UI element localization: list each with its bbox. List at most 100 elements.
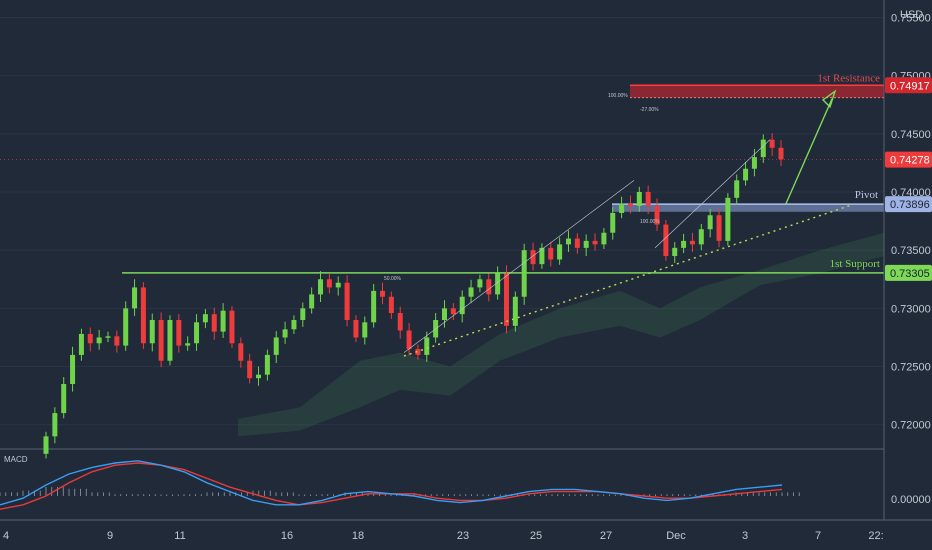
candle-body[interactable] [344,282,350,320]
candle-body[interactable] [185,343,191,346]
candlestick-series[interactable] [43,133,784,459]
candle-body[interactable] [521,250,527,297]
time-tick-label[interactable]: 9 [107,530,113,542]
candle-body[interactable] [681,240,687,248]
candle-body[interactable] [43,436,49,454]
candle-body[interactable] [441,308,447,320]
candle-body[interactable] [698,229,704,245]
candle-body[interactable] [424,337,430,355]
candle-body[interactable] [707,215,713,230]
candle-body[interactable] [663,224,669,256]
candle-body[interactable] [743,168,749,181]
candle-body[interactable] [645,192,651,206]
candle-body[interactable] [388,296,394,314]
candle-body[interactable] [672,247,678,256]
candle-body[interactable] [397,313,403,331]
time-tick-label[interactable]: 22: [868,530,883,542]
candle-body[interactable] [539,247,545,265]
candle-body[interactable] [132,287,138,309]
candle-body[interactable] [619,203,625,213]
candle-body[interactable] [503,273,509,326]
candle-body[interactable] [238,343,244,361]
candle-body[interactable] [689,240,695,245]
price-tick-label[interactable]: 0.75500 [891,12,931,24]
candle-body[interactable] [291,320,297,330]
candle-body[interactable] [123,308,129,346]
candle-body[interactable] [583,240,589,248]
time-axis-ticks[interactable]: 4 9 11 16 18 23 25 27 Dec 3 7 22: [3,530,884,542]
candle-body[interactable] [273,337,279,355]
candle-body[interactable] [96,337,102,344]
candle-body[interactable] [194,322,200,344]
candle-body[interactable] [406,330,412,350]
price-axis-ticks[interactable]: 0.755000.750000.745000.740000.735000.730… [891,12,931,431]
candle-body[interactable] [477,279,483,288]
candle-body[interactable] [486,279,492,295]
time-tick-label[interactable]: 7 [815,530,821,542]
candle-body[interactable] [70,354,76,384]
candle-body[interactable] [636,192,642,206]
candle-body[interactable] [78,333,84,355]
candle-body[interactable] [778,147,784,160]
candle-body[interactable] [140,287,146,344]
candle-body[interactable] [158,320,164,361]
price-tick-label[interactable]: 0.72500 [891,362,931,374]
candle-body[interactable] [105,336,111,338]
candle-body[interactable] [371,290,377,323]
candle-body[interactable] [61,384,67,414]
candle-body[interactable] [282,329,288,338]
candle-body[interactable] [468,287,474,297]
candle-body[interactable] [459,296,465,315]
time-tick-label[interactable]: 11 [174,530,185,542]
candle-body[interactable] [495,273,501,295]
candle-body[interactable] [734,180,740,198]
candle-body[interactable] [309,294,315,309]
time-tick-label[interactable]: 25 [530,530,542,542]
candle-body[interactable] [176,320,182,346]
candle-body[interactable] [574,238,580,248]
price-tick-label[interactable]: 0.74000 [891,187,931,199]
candle-body[interactable] [725,197,731,241]
price-tick-label[interactable]: 0.73000 [891,303,931,315]
candle-body[interactable] [769,139,775,148]
candle-body[interactable] [335,282,341,288]
candle-body[interactable] [557,244,563,260]
candle-body[interactable] [52,413,58,437]
candle-body[interactable] [114,336,120,346]
candle-body[interactable] [654,205,660,225]
candle-body[interactable] [415,349,421,355]
candle-body[interactable] [326,279,332,288]
candle-body[interactable] [565,238,571,245]
candle-body[interactable] [167,320,173,361]
candle-body[interactable] [530,250,536,265]
candle-body[interactable] [318,279,324,295]
candle-body[interactable] [380,290,386,297]
candle-body[interactable] [760,139,766,158]
candle-body[interactable] [601,232,607,245]
time-tick-label[interactable]: 16 [281,530,293,542]
candle-body[interactable] [229,310,235,344]
candle-body[interactable] [751,157,757,169]
candle-body[interactable] [450,308,456,315]
time-tick-label[interactable]: 4 [3,530,9,542]
candle-body[interactable] [362,322,368,338]
candle-body[interactable] [220,310,226,332]
candle-body[interactable] [716,215,722,241]
time-tick-label[interactable]: Dec [666,530,686,542]
time-tick-label[interactable]: 18 [352,530,364,542]
candle-body[interactable] [548,247,554,260]
candle-body[interactable] [211,314,217,332]
price-tick-label[interactable]: 0.74500 [891,129,931,141]
candle-body[interactable] [149,320,155,344]
price-tick-label[interactable]: 0.73500 [891,245,931,257]
candle-body[interactable] [202,314,208,323]
price-tick-label[interactable]: 0.72000 [891,420,931,432]
candle-body[interactable] [592,240,598,245]
candle-body[interactable] [300,308,306,320]
candle-body[interactable] [610,212,616,233]
time-tick-label[interactable]: 3 [742,530,748,542]
candle-body[interactable] [353,320,359,338]
candle-body[interactable] [627,203,633,206]
candle-body[interactable] [264,354,270,375]
